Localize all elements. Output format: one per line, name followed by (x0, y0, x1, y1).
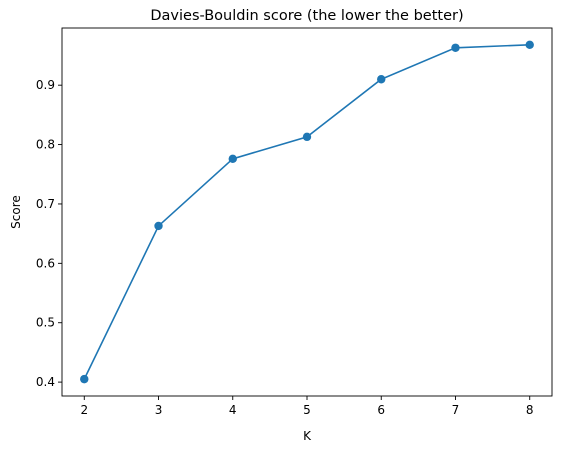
data-point (154, 221, 163, 231)
x-tick-label: 5 (303, 403, 311, 417)
x-tick-label: 8 (526, 403, 534, 417)
x-tick-label: 7 (452, 403, 460, 417)
y-tick-label: 0.7 (36, 197, 55, 211)
data-point (377, 75, 386, 84)
y-tick-label: 0.9 (36, 78, 55, 92)
data-points (80, 40, 534, 384)
y-tick-label: 0.6 (36, 256, 55, 270)
data-point (228, 154, 237, 164)
chart-title: Davies-Bouldin score (the lower the bett… (150, 8, 463, 24)
x-tick-label: 6 (377, 403, 385, 417)
y-axis: 0.4 0.5 0.6 0.7 0.8 0.9 (36, 78, 62, 389)
x-tick-label: 2 (80, 403, 88, 417)
data-point (302, 132, 312, 142)
y-tick-label: 0.5 (36, 316, 55, 330)
y-tick-label: 0.8 (36, 138, 55, 152)
data-point (80, 374, 89, 384)
y-tick-label: 0.4 (36, 375, 55, 389)
x-tick-label: 3 (155, 403, 163, 417)
x-tick-label: 4 (229, 403, 237, 417)
series-line (83, 44, 530, 380)
x-axis: 2 3 4 5 6 7 8 (80, 396, 534, 417)
data-point (451, 43, 460, 52)
x-axis-label: K (303, 429, 312, 443)
axes-frame (61, 27, 553, 397)
y-axis-label: Score (9, 195, 23, 229)
data-point (525, 40, 534, 50)
plot-area: 2 3 4 5 6 7 8 0.4 0.5 0.6 0.7 0.8 0.9 (36, 27, 553, 417)
